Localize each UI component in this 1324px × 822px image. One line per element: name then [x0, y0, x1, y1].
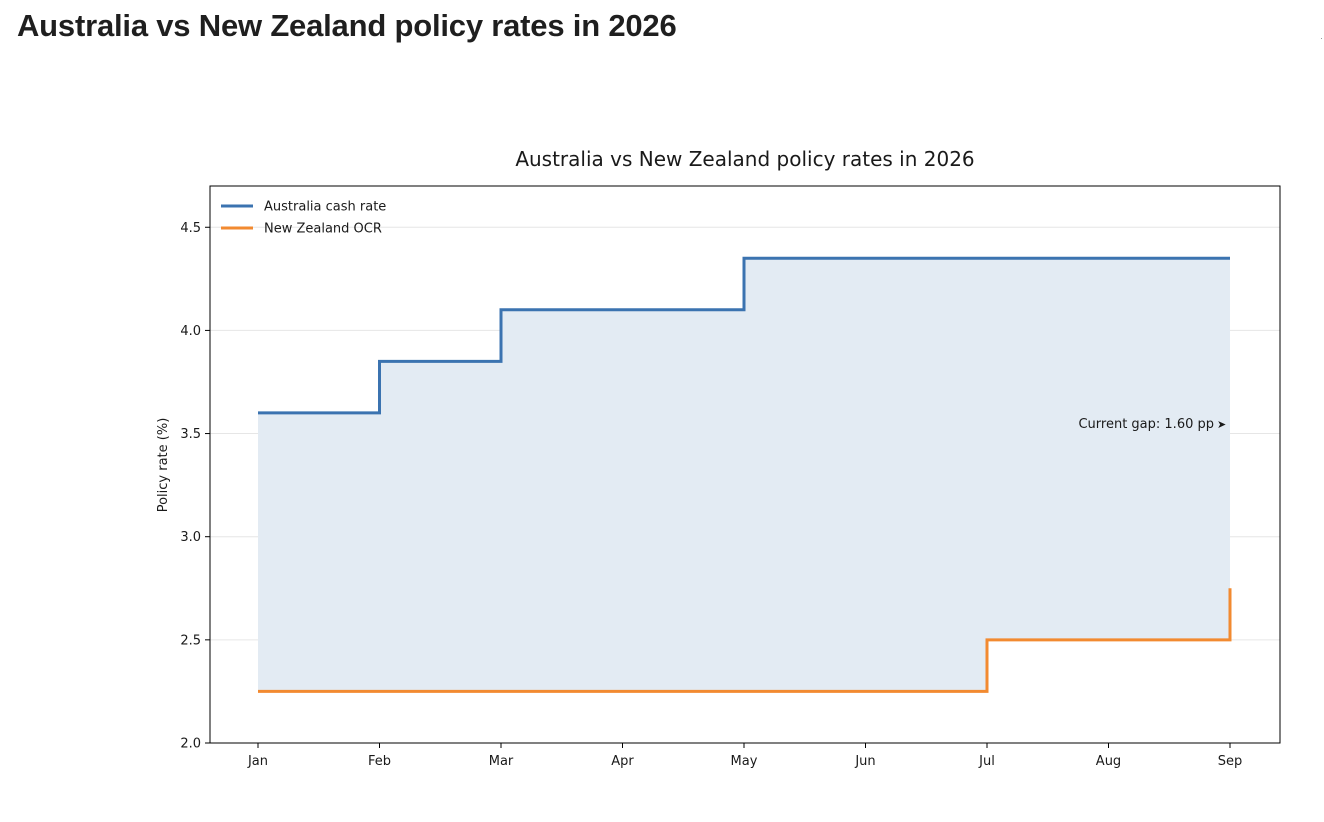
y-tick-label: 3.5	[180, 427, 201, 442]
y-tick-label: 4.0	[180, 324, 201, 339]
corner-dot	[1321, 38, 1322, 39]
x-tick-label: May	[731, 754, 758, 769]
legend-label: New Zealand OCR	[264, 222, 382, 237]
y-tick-label: 3.0	[180, 530, 201, 545]
legend: Australia cash rate New Zealand OCR	[221, 200, 386, 237]
legend-label: Australia cash rate	[264, 200, 386, 215]
x-tick-label: Jul	[978, 754, 995, 769]
y-axis: 2.0 2.5 3.0 3.5 4.0 4.5	[180, 221, 210, 752]
x-axis: Jan Feb Mar Apr May Jun Jul Aug Sep	[247, 743, 1242, 769]
x-tick-label: Jun	[854, 754, 875, 769]
x-tick-label: Feb	[368, 754, 391, 769]
page-title: Australia vs New Zealand policy rates in…	[17, 8, 677, 43]
chart-title: Australia vs New Zealand policy rates in…	[515, 147, 974, 171]
y-tick-label: 2.0	[180, 737, 201, 752]
x-tick-label: Sep	[1218, 754, 1243, 769]
gap-annotation: Current gap: 1.60 pp ➤	[1078, 417, 1226, 432]
gap-fill-area	[258, 258, 1230, 692]
y-tick-label: 2.5	[180, 633, 201, 648]
gap-annotation-text: Current gap: 1.60 pp	[1078, 417, 1214, 432]
series-lines	[258, 256, 1232, 693]
y-axis-label: Policy rate (%)	[156, 418, 171, 513]
gap-annotation-arrow: ➤	[1217, 418, 1226, 431]
series-line-new-zealand	[258, 588, 1232, 693]
x-tick-label: Apr	[611, 754, 634, 769]
x-tick-label: Aug	[1096, 754, 1121, 769]
series-line-australia	[258, 256, 1230, 415]
x-tick-label: Jan	[247, 754, 268, 769]
plot-frame	[209, 185, 1281, 744]
x-tick-label: Mar	[489, 754, 514, 769]
y-tick-label: 4.5	[180, 221, 201, 236]
